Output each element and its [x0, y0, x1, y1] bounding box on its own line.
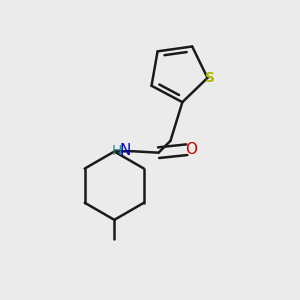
Text: N: N: [119, 143, 130, 158]
Text: O: O: [186, 142, 198, 157]
Text: H: H: [111, 144, 122, 158]
Text: S: S: [205, 71, 215, 85]
